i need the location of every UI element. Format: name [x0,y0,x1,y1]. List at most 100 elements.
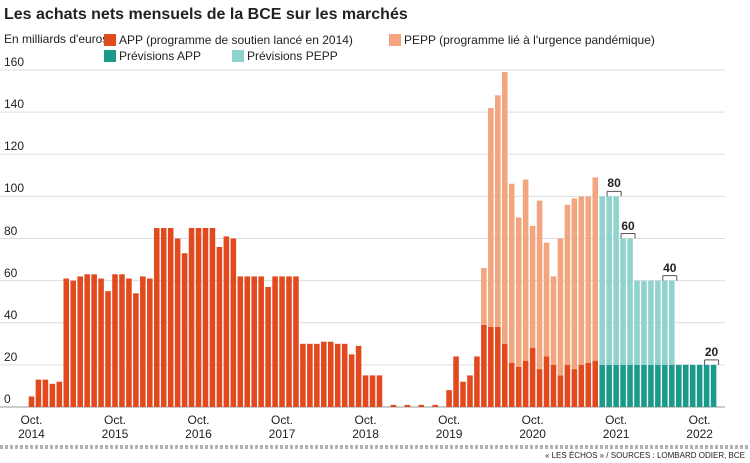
bar [641,364,647,407]
bar [369,375,376,407]
bar [446,390,452,407]
x-tick-label: Oct. 2015 [101,413,129,441]
bar [529,225,536,349]
bar [195,227,202,407]
bar [488,326,494,407]
bar [56,381,63,407]
bar [126,278,132,407]
bar [564,204,571,365]
source: « LES ÉCHOS » / SOURCES : LOMBARD ODIER,… [544,451,745,460]
bar [334,343,341,407]
bar [669,364,675,407]
bar [557,238,564,376]
bar [70,280,77,407]
bar [543,242,550,357]
annotation: 60 [621,218,635,233]
x-tick-label: Oct. 2014 [18,413,45,441]
bar [474,356,480,407]
y-tick-label: 40 [4,307,18,322]
bar [188,227,195,407]
x-tick-label: Oct. 2017 [268,413,296,441]
y-tick-label: 140 [4,97,25,112]
bar [613,196,619,365]
bar [675,364,682,407]
bar [522,179,529,361]
bar [314,343,320,407]
bar [293,276,299,407]
bar [481,324,487,407]
bar [91,274,97,407]
bar [84,274,90,407]
bar [689,364,696,407]
bar [501,343,508,407]
bar [564,364,571,407]
bar [557,375,564,407]
bar [515,217,522,367]
chart-title: Les achats nets mensuels de la BCE sur l… [4,6,408,23]
bar [140,276,146,407]
bar [153,227,160,407]
bar [613,364,619,407]
bar [627,238,633,365]
x-tick-label: Oct. 2022 [686,413,713,441]
bar [536,369,543,407]
bar [209,227,216,407]
x-tick-label: Oct. 2018 [352,413,379,441]
bar [655,364,661,407]
bar [77,276,83,407]
bar [348,354,355,407]
bar [648,280,654,365]
bar [98,278,104,407]
bar [404,404,411,407]
bar [696,364,703,407]
bar [508,362,515,407]
bar [432,404,438,407]
bar [627,364,633,407]
bar [543,356,550,407]
y-tick-label: 120 [4,139,25,154]
bar [279,276,285,407]
legend-label: APP (programme de soutien lancé en 2014) [119,33,353,47]
bar [578,364,585,407]
bar [585,196,592,363]
bar [606,364,612,407]
legend-label: Prévisions PEPP [247,49,338,63]
bar [63,278,70,407]
annotation: 40 [663,260,677,275]
bar [662,364,668,407]
bar [585,362,592,407]
bar [258,276,264,407]
bar [578,196,585,365]
bar [453,356,459,407]
bar [223,236,230,407]
legend-swatch [104,50,116,62]
bar [669,280,675,365]
bar [286,276,292,407]
y-tick-label: 100 [4,181,25,196]
bar [216,246,223,407]
bar [592,360,599,407]
legend-label: Prévisions APP [119,49,202,63]
bar [362,375,369,407]
bar [571,198,578,370]
bar [133,293,139,407]
bar [571,369,578,407]
bar [550,276,557,365]
bar [28,396,35,407]
annotation: 80 [607,176,621,191]
bar [119,274,125,407]
bar [620,364,626,407]
bar [710,364,717,407]
bar [202,227,209,407]
bar [112,274,118,407]
bar [49,383,56,407]
bar [341,343,348,407]
bar [599,364,605,407]
y-tick-label: 80 [4,223,18,238]
annotation: 20 [704,344,719,359]
bar [244,276,251,407]
y-tick-label: 0 [4,392,11,406]
bar [147,278,153,407]
